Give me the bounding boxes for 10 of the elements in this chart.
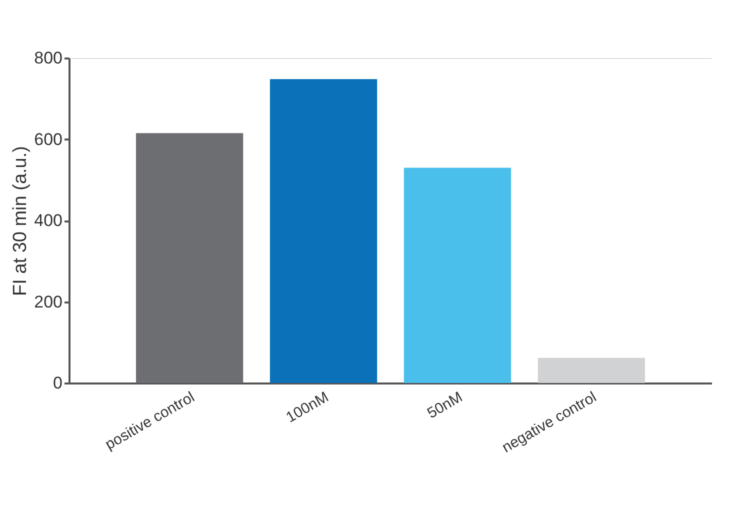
bar (270, 79, 378, 383)
y-tick-label: 200 (34, 292, 62, 312)
y-tick-label: 800 (34, 48, 62, 68)
bar (404, 168, 512, 383)
y-tick-label: 600 (34, 130, 62, 149)
y-axis-title: FI at 30 min (a.u.) (10, 146, 32, 296)
bar (136, 133, 244, 383)
bar (538, 358, 646, 383)
y-tick-label: 400 (34, 211, 62, 230)
y-tick-label: 0 (53, 374, 62, 392)
